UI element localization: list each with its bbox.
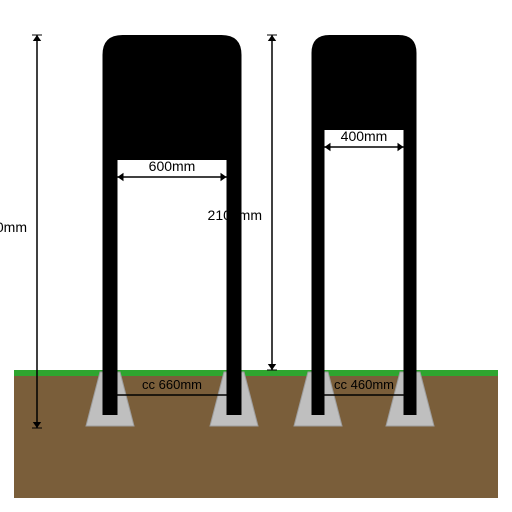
sign-panel-right: [324, 48, 404, 130]
diagram-stage: 600mm cc 660mm 400mm cc 460mm 2500mm 2100mm: [0, 0, 512, 512]
dim-cc-right-label: cc 460mm: [334, 377, 394, 392]
dim-inner-left-label: 600mm: [149, 158, 196, 174]
sign-panel-left: [117, 50, 227, 160]
dim-height-right-label: 2100mm: [208, 207, 262, 223]
grass: [14, 370, 498, 376]
dim-cc-left-label: cc 660mm: [142, 377, 202, 392]
dim-inner-right-label: 400mm: [341, 128, 388, 144]
dim-height-left-label: 2500mm: [0, 219, 27, 235]
